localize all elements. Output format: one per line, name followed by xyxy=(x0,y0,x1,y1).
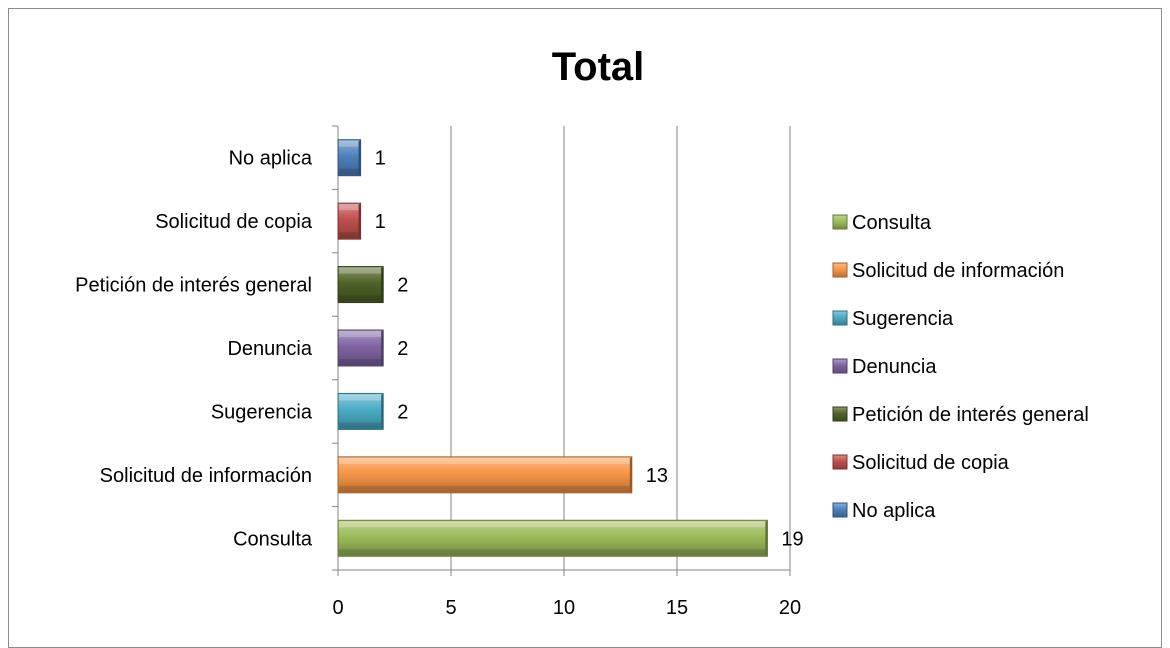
bar-sugerencia xyxy=(337,392,384,430)
value-label-no-aplica: 1 xyxy=(375,148,386,170)
x-tick-label-10: 10 xyxy=(553,597,575,619)
legend-swatch xyxy=(832,214,848,230)
category-label-denuncia: Denuncia xyxy=(227,338,312,360)
bar-solicitud-de-copia xyxy=(337,202,362,240)
value-label-peticion-de-interes-general: 2 xyxy=(397,275,408,297)
legend: Consulta Solicitud de información Sugerenc… xyxy=(832,212,1089,522)
value-label-sugerencia: 2 xyxy=(397,401,408,423)
legend-swatch xyxy=(832,502,848,518)
category-label-peticion-de-interes-general: Petición de interés general xyxy=(75,275,312,297)
legend-label: Petición de interés general xyxy=(852,404,1089,426)
legend-item-consulta: Consulta xyxy=(832,212,932,234)
legend-item-no-aplica: No aplica xyxy=(832,500,936,522)
x-tick-label-15: 15 xyxy=(666,597,688,619)
category-label-no-aplica: No aplica xyxy=(229,148,313,170)
legend-label: Solicitud de copia xyxy=(852,452,1010,474)
legend-item-denuncia: Denuncia xyxy=(832,356,937,378)
x-tick-label-20: 20 xyxy=(779,597,801,619)
value-label-solicitud-de-copia: 1 xyxy=(375,211,386,233)
category-label-sugerencia: Sugerencia xyxy=(211,401,313,423)
legend-label: No aplica xyxy=(852,500,936,522)
legend-item-solicitud-de-informacion: Solicitud de información xyxy=(832,260,1064,282)
legend-item-solicitud-de-copia: Solicitud de copia xyxy=(832,452,1010,474)
bar-chart: Total 0 5 10 15 20 Consulta 19 Solicitud de inf… xyxy=(75,45,1089,619)
bar-peticion-de-interes-general xyxy=(337,266,384,304)
value-label-solicitud-de-informacion: 13 xyxy=(646,465,668,487)
x-tick-label-0: 0 xyxy=(332,597,343,619)
category-label-consulta: Consulta xyxy=(233,528,313,550)
legend-swatch xyxy=(832,262,848,278)
grid-lines xyxy=(450,126,791,570)
value-label-denuncia: 2 xyxy=(397,338,408,360)
legend-label: Solicitud de información xyxy=(852,260,1064,282)
chart-title: Total xyxy=(552,45,645,89)
bar-consulta xyxy=(337,519,768,557)
bars xyxy=(337,139,768,557)
bar-solicitud-de-informacion xyxy=(337,456,633,494)
legend-swatch xyxy=(832,454,848,470)
category-label-solicitud-de-copia: Solicitud de copia xyxy=(155,211,313,233)
bar-no-aplica xyxy=(337,139,362,177)
legend-label: Sugerencia xyxy=(852,308,954,330)
legend-swatch xyxy=(832,406,848,422)
legend-item-sugerencia: Sugerencia xyxy=(832,308,954,330)
labels: 0 5 10 15 20 Consulta 19 Solicitud de informaci… xyxy=(75,148,803,619)
legend-label: Denuncia xyxy=(852,356,937,378)
category-label-solicitud-de-informacion: Solicitud de información xyxy=(100,465,312,487)
legend-swatch xyxy=(832,310,848,326)
bar-denuncia xyxy=(337,329,384,367)
value-label-consulta: 19 xyxy=(781,528,803,550)
legend-label: Consulta xyxy=(852,212,932,234)
legend-swatch xyxy=(832,358,848,374)
x-tick-label-5: 5 xyxy=(445,597,456,619)
legend-item-peticion-de-interes-general: Petición de interés general xyxy=(832,404,1089,426)
